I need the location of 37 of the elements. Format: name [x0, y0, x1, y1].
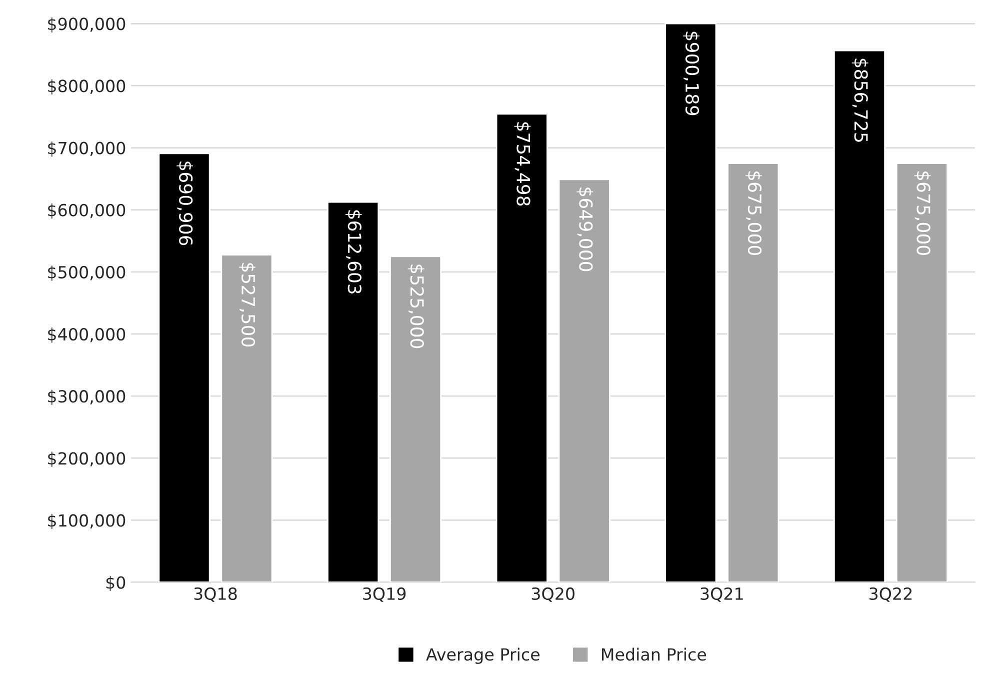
y-tick-label: $0	[106, 576, 126, 592]
y-tick-label: $300,000	[48, 390, 126, 405]
data-label: $754,498	[514, 122, 531, 206]
data-label: $675,000	[746, 172, 762, 255]
x-tick-label: 3Q18	[194, 587, 237, 602]
y-tick-label: $700,000	[48, 141, 126, 157]
bar	[158, 152, 210, 582]
legend-label: Median Price	[602, 648, 706, 661]
y-tick-label: $400,000	[48, 328, 126, 343]
bar	[327, 201, 380, 582]
y-tick-label: $600,000	[48, 204, 126, 219]
bar	[390, 256, 442, 582]
data-label: $900,189	[683, 32, 700, 116]
x-tick-label: 3Q22	[870, 587, 912, 602]
data-label: $612,603	[345, 210, 362, 294]
data-label: $525,000	[408, 264, 424, 348]
x-tick-label: 3Q20	[532, 587, 574, 602]
y-tick-label: $500,000	[48, 266, 126, 281]
data-label: $527,500	[239, 263, 256, 347]
bar	[220, 254, 273, 582]
x-tick-label: 3Q21	[700, 587, 743, 602]
data-label: $675,000	[914, 172, 931, 255]
bar	[833, 50, 886, 582]
bar	[664, 22, 717, 582]
bar	[558, 178, 610, 582]
bar	[727, 162, 780, 582]
bar	[896, 162, 948, 582]
y-tick-label: $200,000	[48, 452, 126, 467]
data-label: $690,906	[176, 162, 193, 246]
data-label: $856,725	[852, 58, 868, 142]
x-tick-label: 3Q19	[363, 587, 406, 602]
data-label: $649,000	[576, 188, 594, 272]
y-tick-label: $100,000	[48, 514, 126, 529]
legend-label: Average Price	[426, 648, 540, 664]
y-tick-label: $900,000	[48, 17, 126, 32]
y-tick-label: $800,000	[48, 79, 126, 94]
bar	[496, 113, 548, 582]
